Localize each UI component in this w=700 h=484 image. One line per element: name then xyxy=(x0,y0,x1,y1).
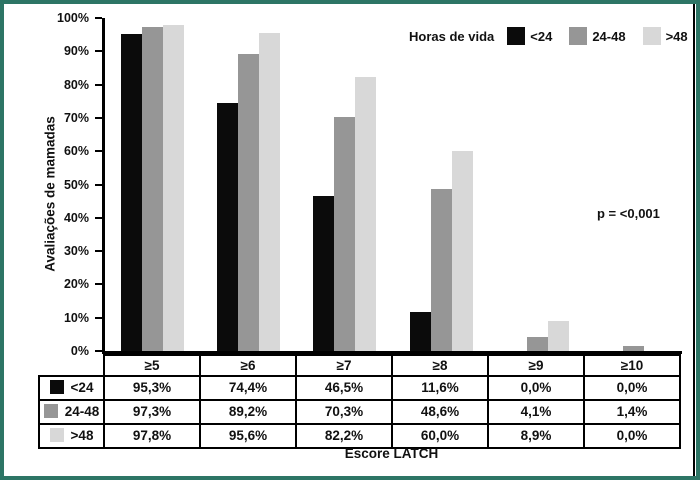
y-tick-label: 90% xyxy=(63,44,89,59)
table-value-cell: 97,8% xyxy=(103,423,201,449)
bar-24-48-≥7 xyxy=(334,116,356,351)
bar->48-≥7 xyxy=(355,77,377,351)
table-value-cell: 1,4% xyxy=(583,399,681,425)
legend-swatch-icon xyxy=(507,27,526,45)
legend-title: Horas de vida xyxy=(409,28,495,44)
y-tick-mark xyxy=(95,283,102,286)
row-label-cell: >48 xyxy=(38,423,105,449)
table-value-cell: 60,0% xyxy=(391,423,489,449)
row-swatch-icon xyxy=(49,380,64,394)
y-tick-label: 100% xyxy=(57,11,89,25)
row-label-cell: <24 xyxy=(38,375,105,401)
table-header-cell: ≥7 xyxy=(295,354,393,377)
y-tick-mark xyxy=(95,183,102,186)
legend-swatch-icon xyxy=(642,27,661,45)
table-value-cell: 74,4% xyxy=(199,375,297,401)
table-header-cell: ≥9 xyxy=(487,354,585,377)
table-value-cell: 11,6% xyxy=(391,375,489,401)
results-table: ≥5 ≥6 ≥7 ≥8 ≥9 ≥10 <24 95,3% 74,4% 46,5% 11,6% 0,0… xyxy=(38,354,681,449)
legend-item-label: 24-48 xyxy=(592,28,626,44)
bar-<24-≥8 xyxy=(409,312,431,351)
bar-<24-≥5 xyxy=(121,33,142,351)
frame-edge-line xyxy=(693,4,695,476)
y-tick-mark xyxy=(95,150,102,153)
y-tick-mark xyxy=(95,350,102,352)
y-tick-mark xyxy=(95,50,102,53)
x-axis-title: Escore LATCH xyxy=(344,446,439,461)
y-tick-label: 10% xyxy=(63,310,89,325)
table-value-cell: 82,2% xyxy=(295,423,393,449)
bar-24-48-≥9 xyxy=(526,337,548,351)
row-label: 24-48 xyxy=(64,404,100,419)
table-value-cell: 0,0% xyxy=(583,375,681,401)
y-tick-mark xyxy=(95,250,102,253)
table-header-cell: ≥5 xyxy=(103,354,201,377)
y-tick-label: 40% xyxy=(63,210,89,225)
y-tick-label: 50% xyxy=(63,177,89,192)
y-tick-mark xyxy=(95,17,102,19)
bar-24-48-≥6 xyxy=(238,53,260,351)
table-header-cell: ≥10 xyxy=(583,354,681,377)
table-value-cell: 95,6% xyxy=(199,423,297,449)
bar-<24-≥7 xyxy=(313,196,335,351)
table-value-cell: 97,3% xyxy=(103,399,201,425)
bar->48-≥9 xyxy=(547,321,569,351)
bar-24-48-≥10 xyxy=(622,346,644,351)
row-label: <24 xyxy=(70,380,94,395)
y-tick-label: 20% xyxy=(63,277,89,292)
y-tick-label: 60% xyxy=(63,144,89,159)
row-swatch-icon xyxy=(43,404,58,418)
legend-item-label: >48 xyxy=(665,28,688,44)
table-row: <24 95,3% 74,4% 46,5% 11,6% 0,0% 0,0% xyxy=(38,375,681,401)
legend-item: >48 xyxy=(642,27,688,45)
legend-swatch-icon xyxy=(569,27,588,45)
row-label: >48 xyxy=(70,428,94,443)
y-tick-mark xyxy=(95,116,102,119)
y-tick-mark xyxy=(95,216,102,219)
bar->48-≥8 xyxy=(451,151,473,351)
row-swatch-icon xyxy=(49,428,64,442)
bar->48-≥5 xyxy=(163,25,184,351)
chart-plot xyxy=(102,18,682,354)
y-tick-mark xyxy=(95,83,102,86)
table-head: ≥5 ≥6 ≥7 ≥8 ≥9 ≥10 xyxy=(39,354,681,377)
table-value-cell: 48,6% xyxy=(391,399,489,425)
y-tick-label: 30% xyxy=(63,244,89,259)
bar-24-48-≥5 xyxy=(142,27,163,351)
y-tick-label: 80% xyxy=(63,77,89,92)
y-tick-mark xyxy=(95,316,102,319)
bar-<24-≥6 xyxy=(217,103,239,351)
table-header-cell: ≥6 xyxy=(199,354,297,377)
legend-item: <24 xyxy=(507,27,552,45)
table-body: <24 95,3% 74,4% 46,5% 11,6% 0,0% 0,0% 24-48 97,3… xyxy=(38,375,681,449)
table-header-ghost-cell xyxy=(39,355,104,376)
table-header-cell: ≥8 xyxy=(391,354,489,377)
y-tick-label: 70% xyxy=(63,110,89,125)
y-tick-label: 0% xyxy=(70,344,89,358)
table-header-row: ≥5 ≥6 ≥7 ≥8 ≥9 ≥10 xyxy=(39,354,681,377)
legend-item: 24-48 xyxy=(569,27,626,45)
table-row: 24-48 97,3% 89,2% 70,3% 48,6% 4,1% 1,4% xyxy=(38,399,681,425)
y-ticks: 0% 10% 20% 30% 40% 50% 60% 70% 80% 90% 100% xyxy=(4,11,102,358)
table-value-cell: 0,0% xyxy=(487,375,585,401)
table-value-cell: 0,0% xyxy=(583,423,681,449)
table-value-cell: 8,9% xyxy=(487,423,585,449)
p-value-annotation: p = <0,001 xyxy=(597,206,660,221)
table-value-cell: 46,5% xyxy=(295,375,393,401)
legend-item-label: <24 xyxy=(530,28,553,44)
bar-24-48-≥8 xyxy=(430,189,452,351)
table-value-cell: 4,1% xyxy=(487,399,585,425)
table-value-cell: 95,3% xyxy=(103,375,201,401)
legend-items: <24 24-48 >48 xyxy=(507,27,688,45)
table-value-cell: 89,2% xyxy=(199,399,297,425)
row-label-cell: 24-48 xyxy=(38,399,105,425)
table-row: >48 97,8% 95,6% 82,2% 60,0% 8,9% 0,0% xyxy=(38,423,681,449)
bar->48-≥6 xyxy=(259,32,281,351)
legend: Horas de vida <24 24-48 >48 xyxy=(409,26,688,46)
table-value-cell: 70,3% xyxy=(295,399,393,425)
